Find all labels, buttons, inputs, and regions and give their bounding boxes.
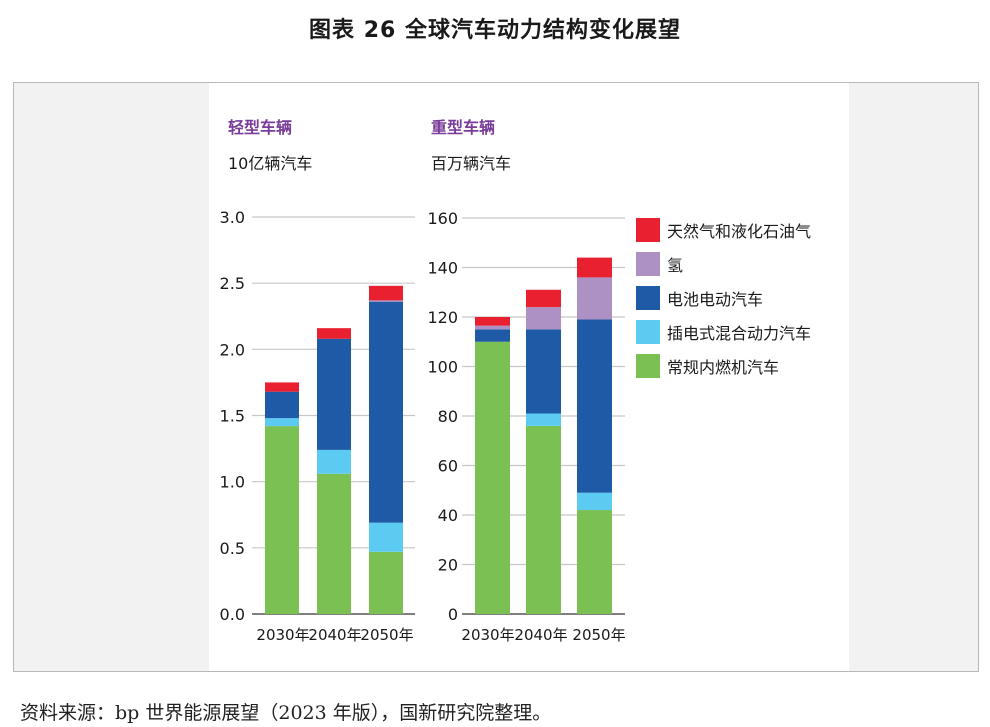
y-tick-label: 60 xyxy=(438,457,458,476)
legend-swatch-gas xyxy=(636,218,660,242)
bar-segment-phev xyxy=(317,449,351,474)
y-tick-label: 1.5 xyxy=(220,407,245,426)
bar-segment-gas xyxy=(526,289,561,308)
y-tick-label: 40 xyxy=(438,506,458,525)
legend-swatch-hydrogen xyxy=(636,252,660,276)
bar-segment-hydrogen xyxy=(577,277,612,320)
y-tick-label: 80 xyxy=(438,407,458,426)
bar-segment-ice xyxy=(526,425,561,614)
bar-segment-hydrogen xyxy=(475,325,510,330)
bar-segment-hydrogen xyxy=(369,300,403,302)
bar-segment-bev xyxy=(475,329,510,342)
y-tick-label: 2.5 xyxy=(220,274,245,293)
bar-segment-hydrogen xyxy=(526,307,561,330)
x-tick-label: 2050年 xyxy=(360,626,413,644)
bar-segment-ice xyxy=(369,551,403,614)
figure-title: 图表 26 全球汽车动力结构变化展望 xyxy=(309,18,681,43)
legend-swatch-ice xyxy=(636,354,660,378)
legend-label: 插电式混合动力汽车 xyxy=(667,324,811,343)
bar-segment-bev xyxy=(317,338,351,450)
legend-label: 电池电动汽车 xyxy=(667,290,763,309)
y-tick-label: 1.0 xyxy=(220,473,245,492)
y-tick-label: 0.5 xyxy=(220,539,245,558)
x-tick-label: 2030年 xyxy=(256,626,309,644)
y-tick-label: 0 xyxy=(448,605,458,624)
x-tick-label: 2040年 xyxy=(308,626,361,644)
bar-segment-bev xyxy=(265,391,299,419)
panel-title: 重型车辆 xyxy=(431,118,495,137)
y-tick-label: 100 xyxy=(427,358,458,377)
bar-segment-ice xyxy=(475,341,510,614)
y-tick-label: 0.0 xyxy=(220,605,245,624)
bar-segment-ice xyxy=(317,473,351,614)
legend-swatch-phev xyxy=(636,320,660,344)
bar-segment-gas xyxy=(369,285,403,301)
bar-segment-phev xyxy=(526,413,561,426)
bar-segment-gas xyxy=(265,382,299,392)
bar-segment-phev xyxy=(369,522,403,552)
bar-segment-bev xyxy=(577,319,612,493)
legend-label: 天然气和液化石油气 xyxy=(667,222,811,241)
x-tick-label: 2050年 xyxy=(572,626,625,644)
source-note: 资料来源：bp 世界能源展望（2023 年版），国新研究院整理。 xyxy=(20,702,552,724)
y-axis-unit-label: 10亿辆汽车 xyxy=(228,154,312,173)
legend-label: 氢 xyxy=(667,256,683,275)
y-tick-label: 120 xyxy=(427,308,458,327)
y-tick-label: 140 xyxy=(427,259,458,278)
bar-segment-bev xyxy=(526,329,561,414)
y-tick-label: 20 xyxy=(438,556,458,575)
bar-segment-bev xyxy=(369,301,403,523)
bar-segment-gas xyxy=(475,317,510,326)
legend-swatch-bev xyxy=(636,286,660,310)
bar-segment-ice xyxy=(265,426,299,614)
bar-segment-ice xyxy=(577,510,612,614)
panel-title: 轻型车辆 xyxy=(228,118,292,137)
y-tick-label: 3.0 xyxy=(220,208,245,227)
bar-segment-gas xyxy=(577,257,612,278)
legend-label: 常规内燃机汽车 xyxy=(667,358,779,377)
bar-segment-gas xyxy=(317,328,351,339)
y-tick-label: 2.0 xyxy=(220,340,245,359)
y-tick-label: 160 xyxy=(427,209,458,228)
bar-segment-phev xyxy=(577,492,612,511)
y-axis-unit-label: 百万辆汽车 xyxy=(431,154,511,173)
x-tick-label: 2030年 xyxy=(461,626,514,644)
bar-segment-phev xyxy=(265,418,299,427)
x-tick-label: 2040年 xyxy=(514,626,567,644)
